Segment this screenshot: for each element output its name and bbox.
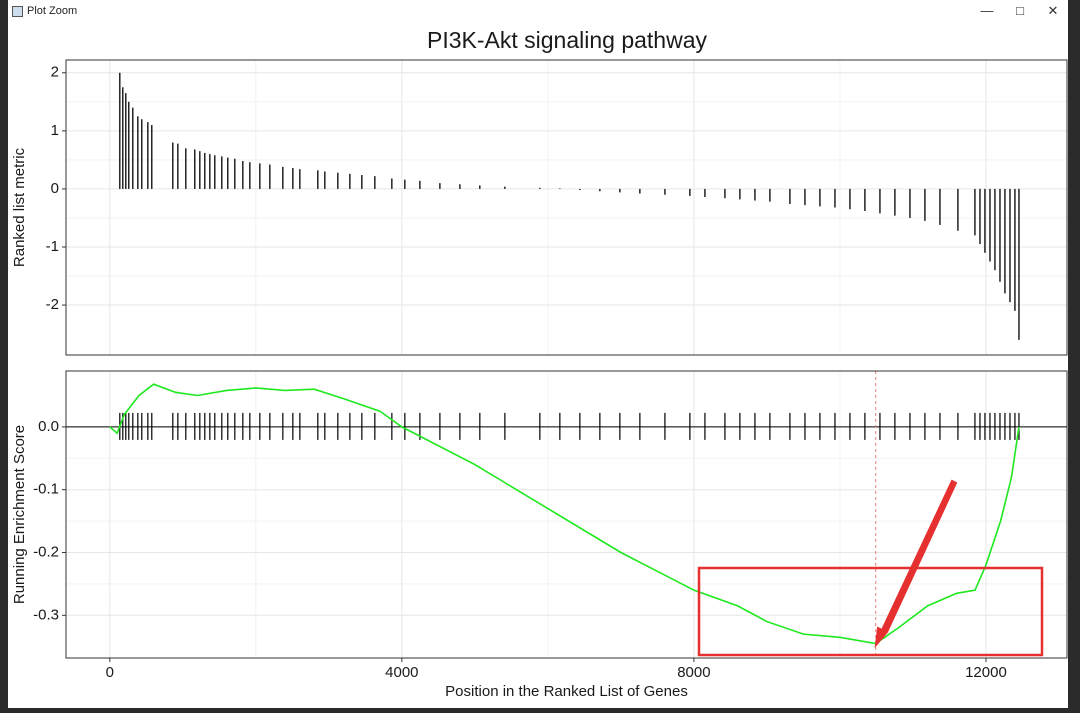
maximize-button[interactable]: □ <box>1016 3 1024 18</box>
y-tick-label: -0.1 <box>33 481 59 498</box>
title-bar: Plot Zoom — □ ✕ <box>8 0 1068 22</box>
window-title: Plot Zoom <box>27 5 78 17</box>
x-tick-label: 4000 <box>385 664 418 681</box>
window-icon <box>12 6 23 17</box>
y-tick-label: 0 <box>51 180 59 197</box>
running-es-line <box>109 383 1020 645</box>
y-tick-label: 1 <box>51 122 59 139</box>
y-tick-label: 0.0 <box>38 418 59 435</box>
y-tick-label: -1 <box>46 238 59 255</box>
x-tick-label: 8000 <box>677 664 710 681</box>
y-tick-label: -0.3 <box>33 606 59 623</box>
highlight-box <box>697 566 1044 657</box>
chart: PI3K-Akt signaling pathway -2 -1 0 1 2 Ranked… <box>11 27 1068 700</box>
panel-border <box>65 59 1068 356</box>
y-axis-label: Running Enrichment Score <box>11 425 28 604</box>
window: Plot Zoom — □ ✕ PI3K-Akt signaling pathw… <box>8 0 1068 708</box>
panel <box>66 60 1067 355</box>
x-axis-label: Position in the Ranked List of Genes <box>445 683 688 700</box>
x-tick-label: 0 <box>106 664 114 681</box>
y-tick-label: 2 <box>51 64 59 81</box>
minimize-button[interactable]: — <box>980 3 994 18</box>
y-tick-label: -0.2 <box>33 543 59 560</box>
close-button[interactable]: ✕ <box>1047 3 1059 18</box>
highlight-arrow <box>874 479 958 649</box>
y-axis-label: Ranked list metric <box>11 147 28 267</box>
panel-border <box>65 370 1068 659</box>
chart-title: PI3K-Akt signaling pathway <box>427 27 707 53</box>
y-tick-label: -2 <box>46 296 59 313</box>
x-tick-label: 12000 <box>965 664 1007 681</box>
panel <box>66 371 1067 658</box>
